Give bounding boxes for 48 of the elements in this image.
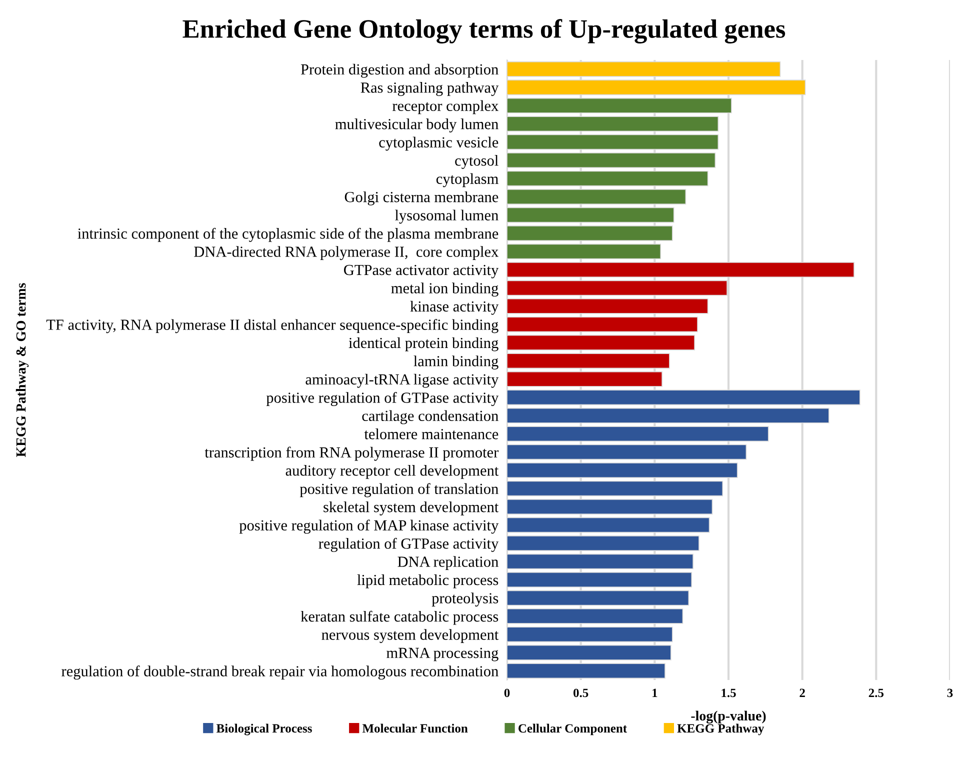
- y-tick-label: lipid metabolic process: [357, 574, 498, 588]
- y-tick-label: Protein digestion and absorption: [300, 64, 498, 78]
- x-tick-label: 2.5: [868, 688, 884, 698]
- y-tick-label: DNA replication: [398, 556, 498, 570]
- y-tick-label: identical protein binding: [348, 337, 498, 352]
- y-tick-label: telomere maintenance: [364, 428, 498, 440]
- y-tick-label: regulation of double-strand break repair via homologous recombination: [62, 666, 498, 680]
- y-tick-label: lysosomal lumen: [395, 210, 498, 224]
- legend-label: Cellular Component: [518, 724, 628, 736]
- y-tick-label: cartilage condensation: [362, 410, 498, 424]
- x-tick-label: 1.5: [722, 688, 736, 698]
- y-tick-label: aminoacyl-tRNA ligase activity: [306, 374, 499, 388]
- y-tick-label: skeletal system development: [324, 501, 499, 516]
- x-tick-label: 1: [652, 688, 658, 698]
- legend-label: Biological Process: [216, 724, 312, 736]
- x-axis-title: -log(p-value): [691, 710, 766, 724]
- y-tick-label: auditory receptor cell development: [286, 464, 499, 479]
- legend-label: Molecular Function: [362, 724, 468, 733]
- y-tick-label: receptor complex: [392, 100, 498, 114]
- y-tick-label: Golgi cisterna membrane: [344, 191, 498, 206]
- y-tick-label: positive regulation of translation: [300, 483, 498, 498]
- y-tick-label: keratan sulfate catabolic process: [300, 610, 498, 625]
- y-tick-label: mRNA processing: [386, 648, 498, 662]
- y-tick-label: multivesicular body lumen: [335, 118, 498, 132]
- y-tick-label: Ras signaling pathway: [360, 82, 499, 96]
- x-tick-label: 0.5: [573, 688, 588, 698]
- y-tick-label: transcription from RNA polymerase II promoter: [204, 446, 499, 461]
- x-tick-label: 2: [800, 688, 805, 698]
- x-tick-label: 0: [504, 688, 510, 698]
- y-tick-label: TF activity, RNA polymerase II distal enhancer sequence-specific binding: [46, 319, 498, 334]
- y-tick-label: proteolysis: [432, 592, 498, 607]
- y-tick-label: cytoplasm: [436, 173, 498, 188]
- y-tick-label: DNA-directed RNA polymerase II, core complex: [194, 246, 498, 260]
- y-tick-label: regulation of GTPase activity: [318, 538, 499, 552]
- y-tick-label: intrinsic component of the cytoplasmic side of the plasma membrane: [78, 228, 498, 242]
- y-tick-label: metal ion binding: [391, 282, 498, 297]
- x-tick-label: 3: [947, 688, 953, 698]
- y-tick-label: GTPase activator activity: [344, 264, 499, 278]
- y-tick-label: positive regulation of GTPase activity: [266, 392, 499, 406]
- y-tick-label: nervous system development: [322, 629, 499, 644]
- chart-title: Enriched Gene Ontology terms of Up-regulated genes: [182, 19, 786, 44]
- y-tick-label: positive regulation of MAP kinase activity: [239, 520, 499, 534]
- y-axis-title: KEGG Pathway & GO terms: [16, 283, 29, 457]
- legend-label: KEGG Pathway: [677, 724, 764, 736]
- y-tick-label: cytoplasmic vesicle: [379, 136, 498, 151]
- y-tick-label: kinase activity: [410, 300, 499, 315]
- y-tick-label: cytosol: [455, 154, 498, 169]
- y-tick-label: lamin binding: [414, 356, 498, 370]
